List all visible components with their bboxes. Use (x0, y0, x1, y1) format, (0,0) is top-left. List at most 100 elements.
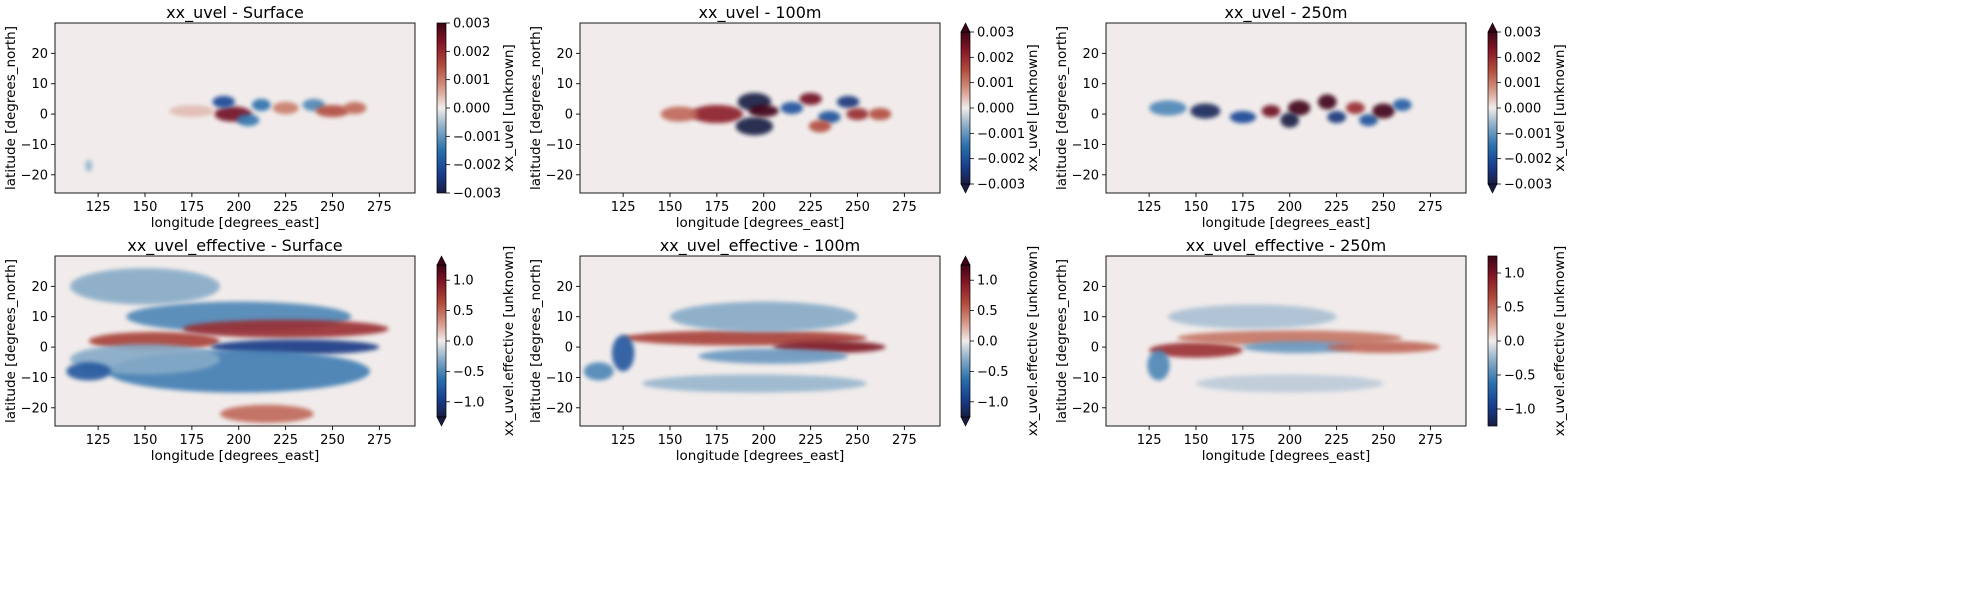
chart-title: xx_uvel_effective - 250m (1186, 236, 1386, 256)
x-tick-label: 200 (1277, 433, 1302, 448)
y-tick-label: −20 (1072, 401, 1099, 416)
heatmap-feature (1190, 103, 1221, 119)
x-tick-label: 125 (86, 433, 111, 448)
heatmap-feature (85, 159, 93, 172)
colorbar-label: xx_uvel.effective [unknown] (501, 246, 517, 436)
y-tick-label: 20 (556, 280, 573, 295)
colorbar-tick-label: 0.003 (977, 26, 1014, 41)
x-tick-label: 200 (751, 200, 776, 215)
x-tick-label: 125 (86, 200, 111, 215)
colorbar-tick-label: 0.0 (977, 335, 998, 350)
x-tick-label: 200 (1277, 200, 1302, 215)
y-tick-label: −10 (546, 371, 573, 386)
x-tick-label: 150 (133, 433, 158, 448)
heatmap-feature (583, 362, 614, 381)
colorbar-extend-min (960, 416, 971, 427)
heatmap-feature (818, 111, 841, 124)
heatmap-feature (690, 104, 744, 124)
colorbar-tick-label: 0.003 (1504, 26, 1541, 41)
colorbar-tick-label: 0.5 (453, 304, 474, 319)
heatmap-field (1149, 94, 1412, 128)
colorbar: 1.0 0.5 0.0 −0.5 −1.0 xx_uvel.effective [unkn… (960, 246, 1041, 436)
colorbar: 0.003 0.002 0.001 0.000 −0.001 −0.002 −0.003xx… (960, 22, 1041, 194)
heatmap-feature (1327, 341, 1440, 354)
heatmap-feature (780, 101, 804, 115)
y-tick-label: −20 (546, 401, 573, 416)
colorbar-tick-label: −0.5 (1504, 369, 1536, 384)
chart-title: xx_uvel_effective - 100m (660, 236, 860, 256)
plot-frame (579, 255, 941, 427)
colorbar-gradient (961, 32, 970, 184)
colorbar-gradient (961, 265, 970, 417)
y-axis-label: latitude [degrees_north] (3, 259, 19, 423)
colorbar-gradient (1488, 256, 1497, 426)
heatmap-field (583, 301, 886, 393)
x-tick-label: 125 (611, 433, 636, 448)
colorbar-tick-label: −0.003 (453, 187, 501, 202)
heatmap-feature (1392, 98, 1412, 112)
x-tick-label: 250 (320, 200, 345, 215)
colorbar: 0.003 0.002 0.001 0.000 −0.001 −0.002 −0.003xx… (436, 17, 517, 202)
chart-panel-4: 125 150 175 200 225 250 275 −20 −10 0 10 20 xx_uvel_… (3, 236, 517, 464)
colorbar-tick-label: 1.0 (1504, 267, 1525, 282)
colorbar-tick-label: 0.0 (1504, 335, 1525, 350)
heatmap-feature (670, 301, 858, 332)
x-tick-label: 175 (179, 200, 204, 215)
y-tick-label: 0 (565, 108, 573, 123)
colorbar: 1.0 0.5 0.0 −0.5 −1.0 xx_uvel.effective [unkn… (1487, 246, 1568, 436)
heatmap-feature (343, 101, 367, 115)
heatmap-feature (220, 404, 314, 423)
y-tick-label: 10 (1082, 310, 1099, 325)
x-tick-label: 175 (1230, 200, 1255, 215)
x-tick-label: 275 (367, 433, 392, 448)
x-tick-label: 225 (798, 433, 823, 448)
colorbar-tick-label: 0.002 (1504, 51, 1541, 66)
y-tick-label: −10 (21, 371, 48, 386)
y-tick-label: −20 (21, 401, 48, 416)
colorbar-label: xx_uvel.effective [unknown] (1552, 246, 1568, 436)
y-tick-label: −10 (546, 138, 573, 153)
y-axis-label: latitude [degrees_north] (528, 259, 544, 423)
colorbar-tick-label: −0.5 (977, 365, 1009, 380)
x-tick-label: 150 (133, 200, 158, 215)
x-tick-label: 225 (798, 200, 823, 215)
colorbar-tick-label: 0.000 (977, 102, 1014, 117)
colorbar-gradient (1488, 32, 1497, 184)
colorbar-tick-label: 0.002 (977, 51, 1014, 66)
colorbar-extend-max (960, 22, 971, 33)
plot-frame (54, 255, 416, 427)
colorbar-tick-label: 0.5 (1504, 301, 1525, 316)
x-tick-label: 225 (273, 433, 298, 448)
y-axis-label: latitude [degrees_north] (3, 26, 19, 190)
heatmap-feature (1177, 330, 1403, 346)
heatmap-feature (846, 108, 869, 121)
heatmap-feature (836, 95, 860, 108)
x-tick-label: 275 (1418, 200, 1443, 215)
x-tick-label: 275 (1418, 433, 1443, 448)
colorbar-extend-max (1487, 22, 1498, 33)
colorbar-tick-label: 0.000 (1504, 102, 1541, 117)
y-axis-label: latitude [degrees_north] (1054, 26, 1070, 190)
colorbar-tick-label: −0.001 (453, 130, 501, 145)
y-tick-label: 20 (1082, 280, 1099, 295)
heatmap-feature (70, 268, 220, 305)
chart-panel-1: 125 150 175 200 225 250 275 −20 −10 0 10 20 xx_uvel … (3, 3, 517, 231)
x-axis-label: longitude [degrees_east] (676, 215, 844, 231)
y-tick-label: 20 (1082, 47, 1099, 62)
y-tick-label: −10 (1072, 371, 1099, 386)
colorbar-tick-label: −0.5 (453, 365, 485, 380)
y-tick-label: 0 (1091, 341, 1099, 356)
chart-title: xx_uvel - Surface (166, 3, 304, 23)
x-tick-label: 200 (226, 433, 251, 448)
colorbar-label: xx_uvel.effective [unknown] (1025, 246, 1041, 436)
colorbar-tick-label: −0.002 (977, 152, 1025, 167)
heatmap-feature (641, 374, 867, 393)
heatmap-feature (182, 319, 389, 338)
heatmap-feature (315, 104, 350, 118)
x-tick-label: 125 (1137, 200, 1162, 215)
y-tick-label: −20 (1072, 168, 1099, 183)
heatmap-field (660, 92, 892, 136)
y-tick-label: 10 (31, 77, 48, 92)
heatmap-feature (1147, 350, 1170, 381)
y-tick-label: 20 (31, 47, 48, 62)
